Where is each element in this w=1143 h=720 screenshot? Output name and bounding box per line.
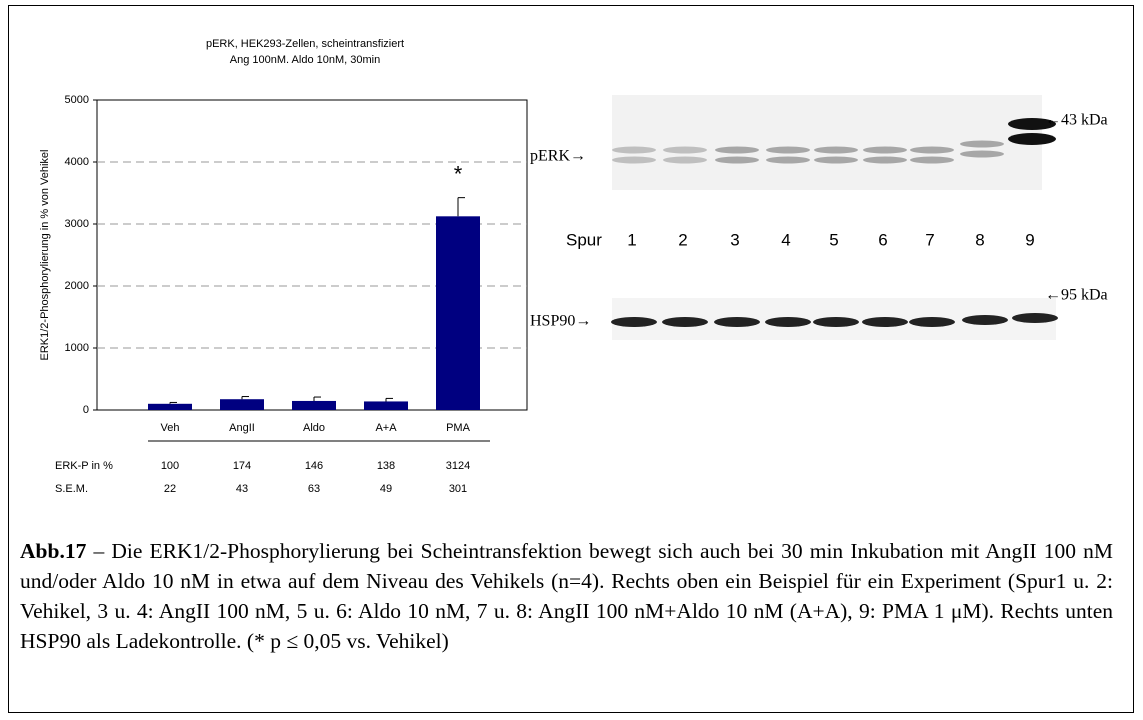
y-tick-label: 2000 <box>65 280 89 292</box>
blot-band <box>814 147 858 154</box>
lane-number: 3 <box>730 230 739 249</box>
significance-mark: * <box>454 161 463 186</box>
table-value: 100 <box>161 460 179 472</box>
chart-title: pERK, HEK293-Zellen, scheintransfiziert <box>206 38 404 50</box>
lane-number: 8 <box>975 230 984 249</box>
blot-label: pERK→ <box>530 148 586 165</box>
page: pERK, HEK293-Zellen, scheintransfiziert … <box>0 0 1143 720</box>
western-blot <box>611 95 1058 340</box>
blot-band <box>863 157 907 164</box>
blot-band <box>960 151 1004 158</box>
y-tick-label: 5000 <box>65 94 89 106</box>
bar <box>148 404 192 410</box>
x-tick-label: PMA <box>446 422 471 434</box>
caption-label: Abb.17 <box>20 539 86 563</box>
lane-number: 5 <box>829 230 838 249</box>
bar <box>436 216 480 410</box>
blot-marker: ←95 kDa <box>1045 287 1108 304</box>
blot-band <box>962 315 1008 325</box>
y-tick-label: 4000 <box>65 156 89 168</box>
blot-band <box>611 317 657 327</box>
bar <box>292 401 336 410</box>
table-value: 3124 <box>446 460 470 472</box>
blot-marker: ←43 kDa <box>1045 112 1108 129</box>
lane-number: 9 <box>1025 230 1034 249</box>
blot-band <box>714 317 760 327</box>
blot-band <box>766 157 810 164</box>
table-value: 43 <box>236 483 248 495</box>
blot-band <box>765 317 811 327</box>
blot-band <box>910 157 954 164</box>
lane-title: Spur <box>566 230 602 249</box>
caption-text: – Die ERK1/2-Phosphorylierung bei Schein… <box>20 539 1113 653</box>
blot-band <box>814 157 858 164</box>
lane-number: 2 <box>678 230 687 249</box>
blot-band <box>766 147 810 154</box>
blot-band <box>1012 313 1058 323</box>
bar <box>364 401 408 410</box>
blot-band <box>715 147 759 154</box>
lane-number: 6 <box>878 230 887 249</box>
table-value: 22 <box>164 483 176 495</box>
table-value: 138 <box>377 460 395 472</box>
figure: pERK, HEK293-Zellen, scheintransfiziert … <box>0 0 1143 530</box>
table-value: 301 <box>449 483 467 495</box>
blot-band <box>862 317 908 327</box>
x-tick-label: Veh <box>161 422 180 434</box>
table-value: 49 <box>380 483 392 495</box>
lane-number: 4 <box>781 230 790 249</box>
table-value: 63 <box>308 483 320 495</box>
blot-band <box>663 147 707 154</box>
chart-title: Ang 100nM. Aldo 10nM, 30min <box>230 54 380 66</box>
lane-number: 7 <box>925 230 934 249</box>
caption: Abb.17 – Die ERK1/2-Phosphorylierung bei… <box>20 536 1113 656</box>
blot-band <box>909 317 955 327</box>
blot-band <box>662 317 708 327</box>
blot-band <box>612 147 656 154</box>
x-tick-label: Aldo <box>303 422 325 434</box>
blot-band <box>910 147 954 154</box>
y-tick-label: 0 <box>83 404 89 416</box>
blot-band <box>960 141 1004 148</box>
table-value: 146 <box>305 460 323 472</box>
y-axis-label: ERK1/2-Phosphorylierung in % von Vehikel <box>39 150 51 361</box>
blot-band <box>863 147 907 154</box>
blot-band <box>1008 133 1056 145</box>
blot-label: HSP90→ <box>530 313 591 330</box>
blot-band <box>612 157 656 164</box>
table-row-label: S.E.M. <box>55 483 88 495</box>
table-value: 174 <box>233 460 251 472</box>
table-row-label: ERK-P in % <box>55 460 113 472</box>
y-tick-label: 3000 <box>65 218 89 230</box>
x-tick-label: A+A <box>375 422 397 434</box>
bar <box>220 399 264 410</box>
blot-band <box>813 317 859 327</box>
blot-band <box>715 157 759 164</box>
blot-band <box>663 157 707 164</box>
y-tick-label: 1000 <box>65 342 89 354</box>
x-tick-label: AngII <box>229 422 255 434</box>
lane-number: 1 <box>627 230 636 249</box>
